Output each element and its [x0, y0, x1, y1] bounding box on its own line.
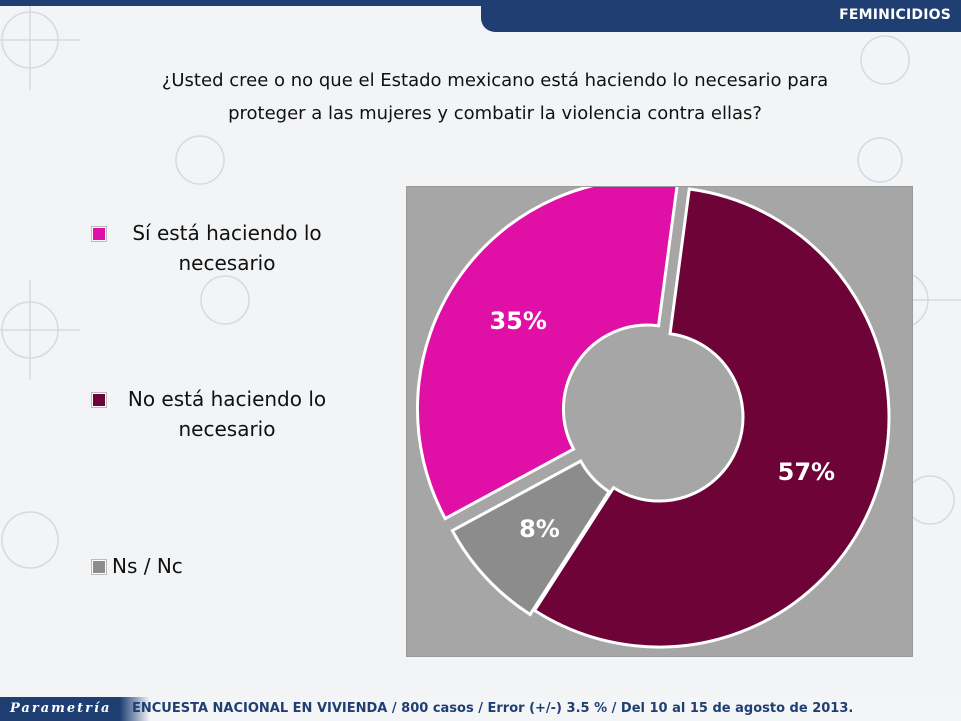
top-bar	[0, 0, 961, 32]
legend-item-si: Sí está haciendo lo necesario	[90, 218, 390, 278]
slice-label-no: 57%	[778, 458, 835, 486]
footer-bar	[0, 697, 961, 721]
footer-note: ENCUESTA NACIONAL EN VIVIENDA / 800 caso…	[132, 701, 854, 716]
legend-label-si-1: Sí está haciendo lo	[132, 221, 322, 245]
legend-label-no-2: necesario	[178, 417, 276, 441]
legend-swatch-ns	[92, 560, 106, 574]
slice-label-si: 35%	[489, 307, 546, 335]
section-title: FEMINICIDIOS	[839, 7, 951, 23]
legend-swatch-si	[92, 227, 106, 241]
slice-si	[415, 177, 680, 521]
chart-area: 35% 57% 8%	[406, 177, 913, 657]
question-line-1: ¿Usted cree o no que el Estado mexicano …	[161, 70, 829, 91]
donut-chart: 35% 57% 8%	[415, 177, 891, 649]
legend-item-no: No está haciendo lo necesario	[90, 384, 390, 444]
slice-no	[532, 187, 891, 649]
legend-label-si-2: necesario	[178, 251, 276, 275]
legend-item-ns: Ns / Nc	[90, 551, 390, 581]
legend-label-no-1: No está haciendo lo	[127, 387, 327, 411]
question-line-2: proteger a las mujeres y combatir la vio…	[228, 103, 762, 124]
section-tab	[481, 0, 961, 32]
legend-label-ns-1: Ns / Nc	[112, 554, 183, 578]
slice-label-ns: 8%	[519, 515, 560, 543]
footer-logo: Parametría	[10, 701, 112, 716]
slice-ns	[450, 459, 612, 617]
top-band	[0, 0, 961, 6]
question-text: ¿Usted cree o no que el Estado mexicano …	[150, 64, 840, 130]
legend-swatch-no	[92, 393, 106, 407]
